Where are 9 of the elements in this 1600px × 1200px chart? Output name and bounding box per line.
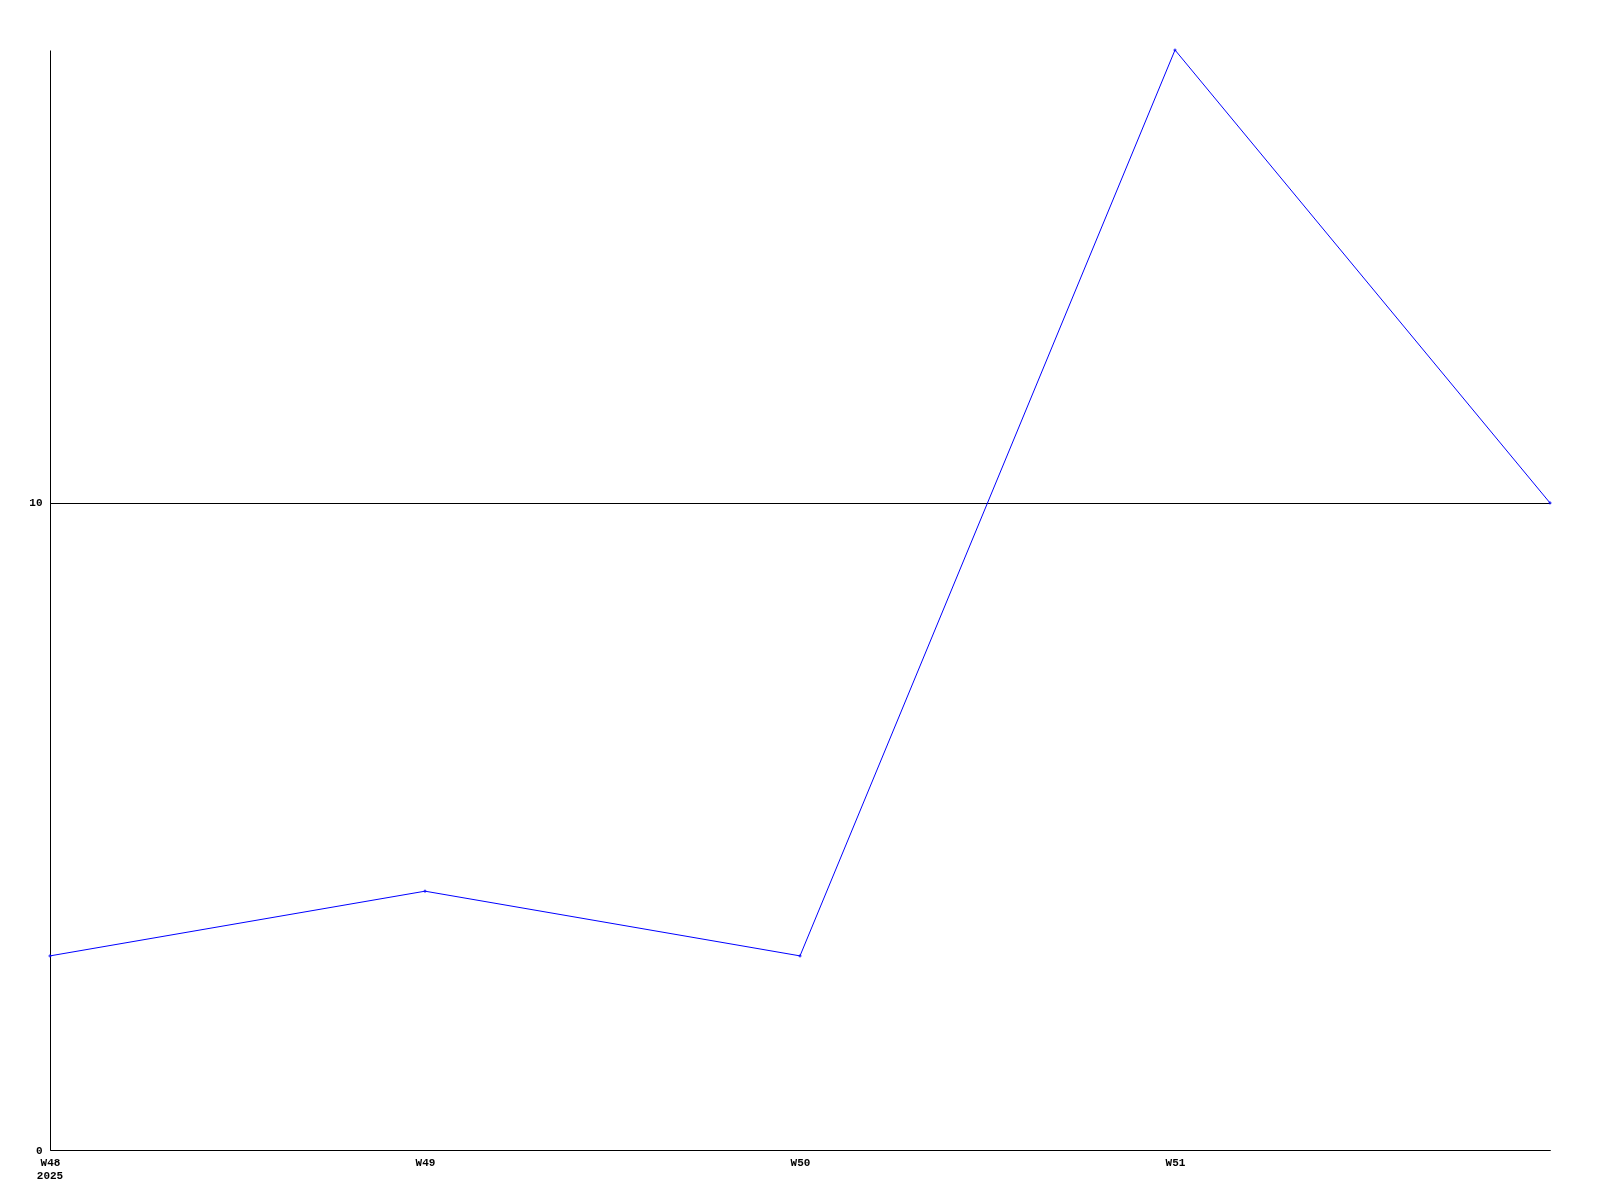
x-tick-label: W48	[40, 1156, 61, 1169]
x-tick-label: W51	[1165, 1156, 1186, 1169]
y-tick-label: 10	[29, 497, 43, 510]
text: 2025	[36, 1170, 64, 1182]
x-tick-label: W50	[790, 1156, 811, 1169]
x-tick-label: W49	[415, 1156, 436, 1169]
point	[423, 889, 427, 894]
y-tick-label: 0	[35, 1144, 43, 1157]
line-series	[48, 48, 1552, 958]
